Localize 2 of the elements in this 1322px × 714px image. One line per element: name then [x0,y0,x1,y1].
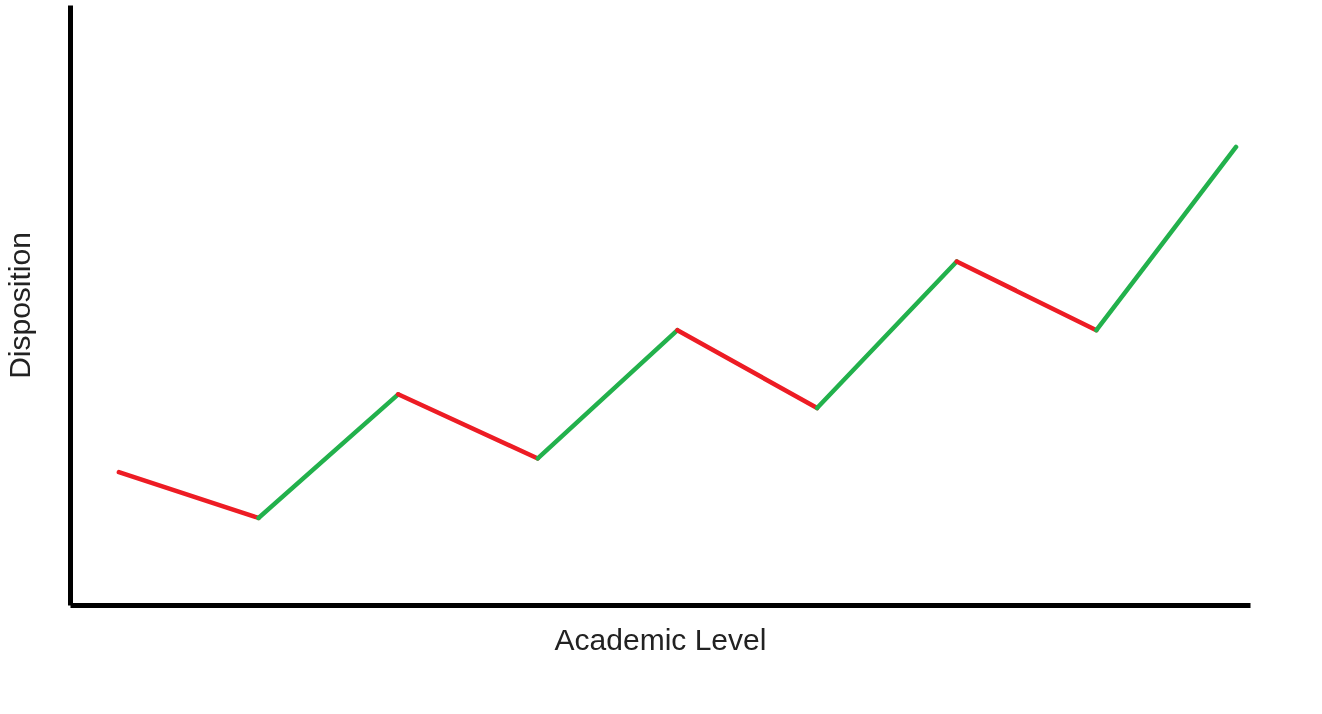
y-axis-title: Disposition [2,232,36,379]
x-axis-title: Academic Level [554,622,767,656]
